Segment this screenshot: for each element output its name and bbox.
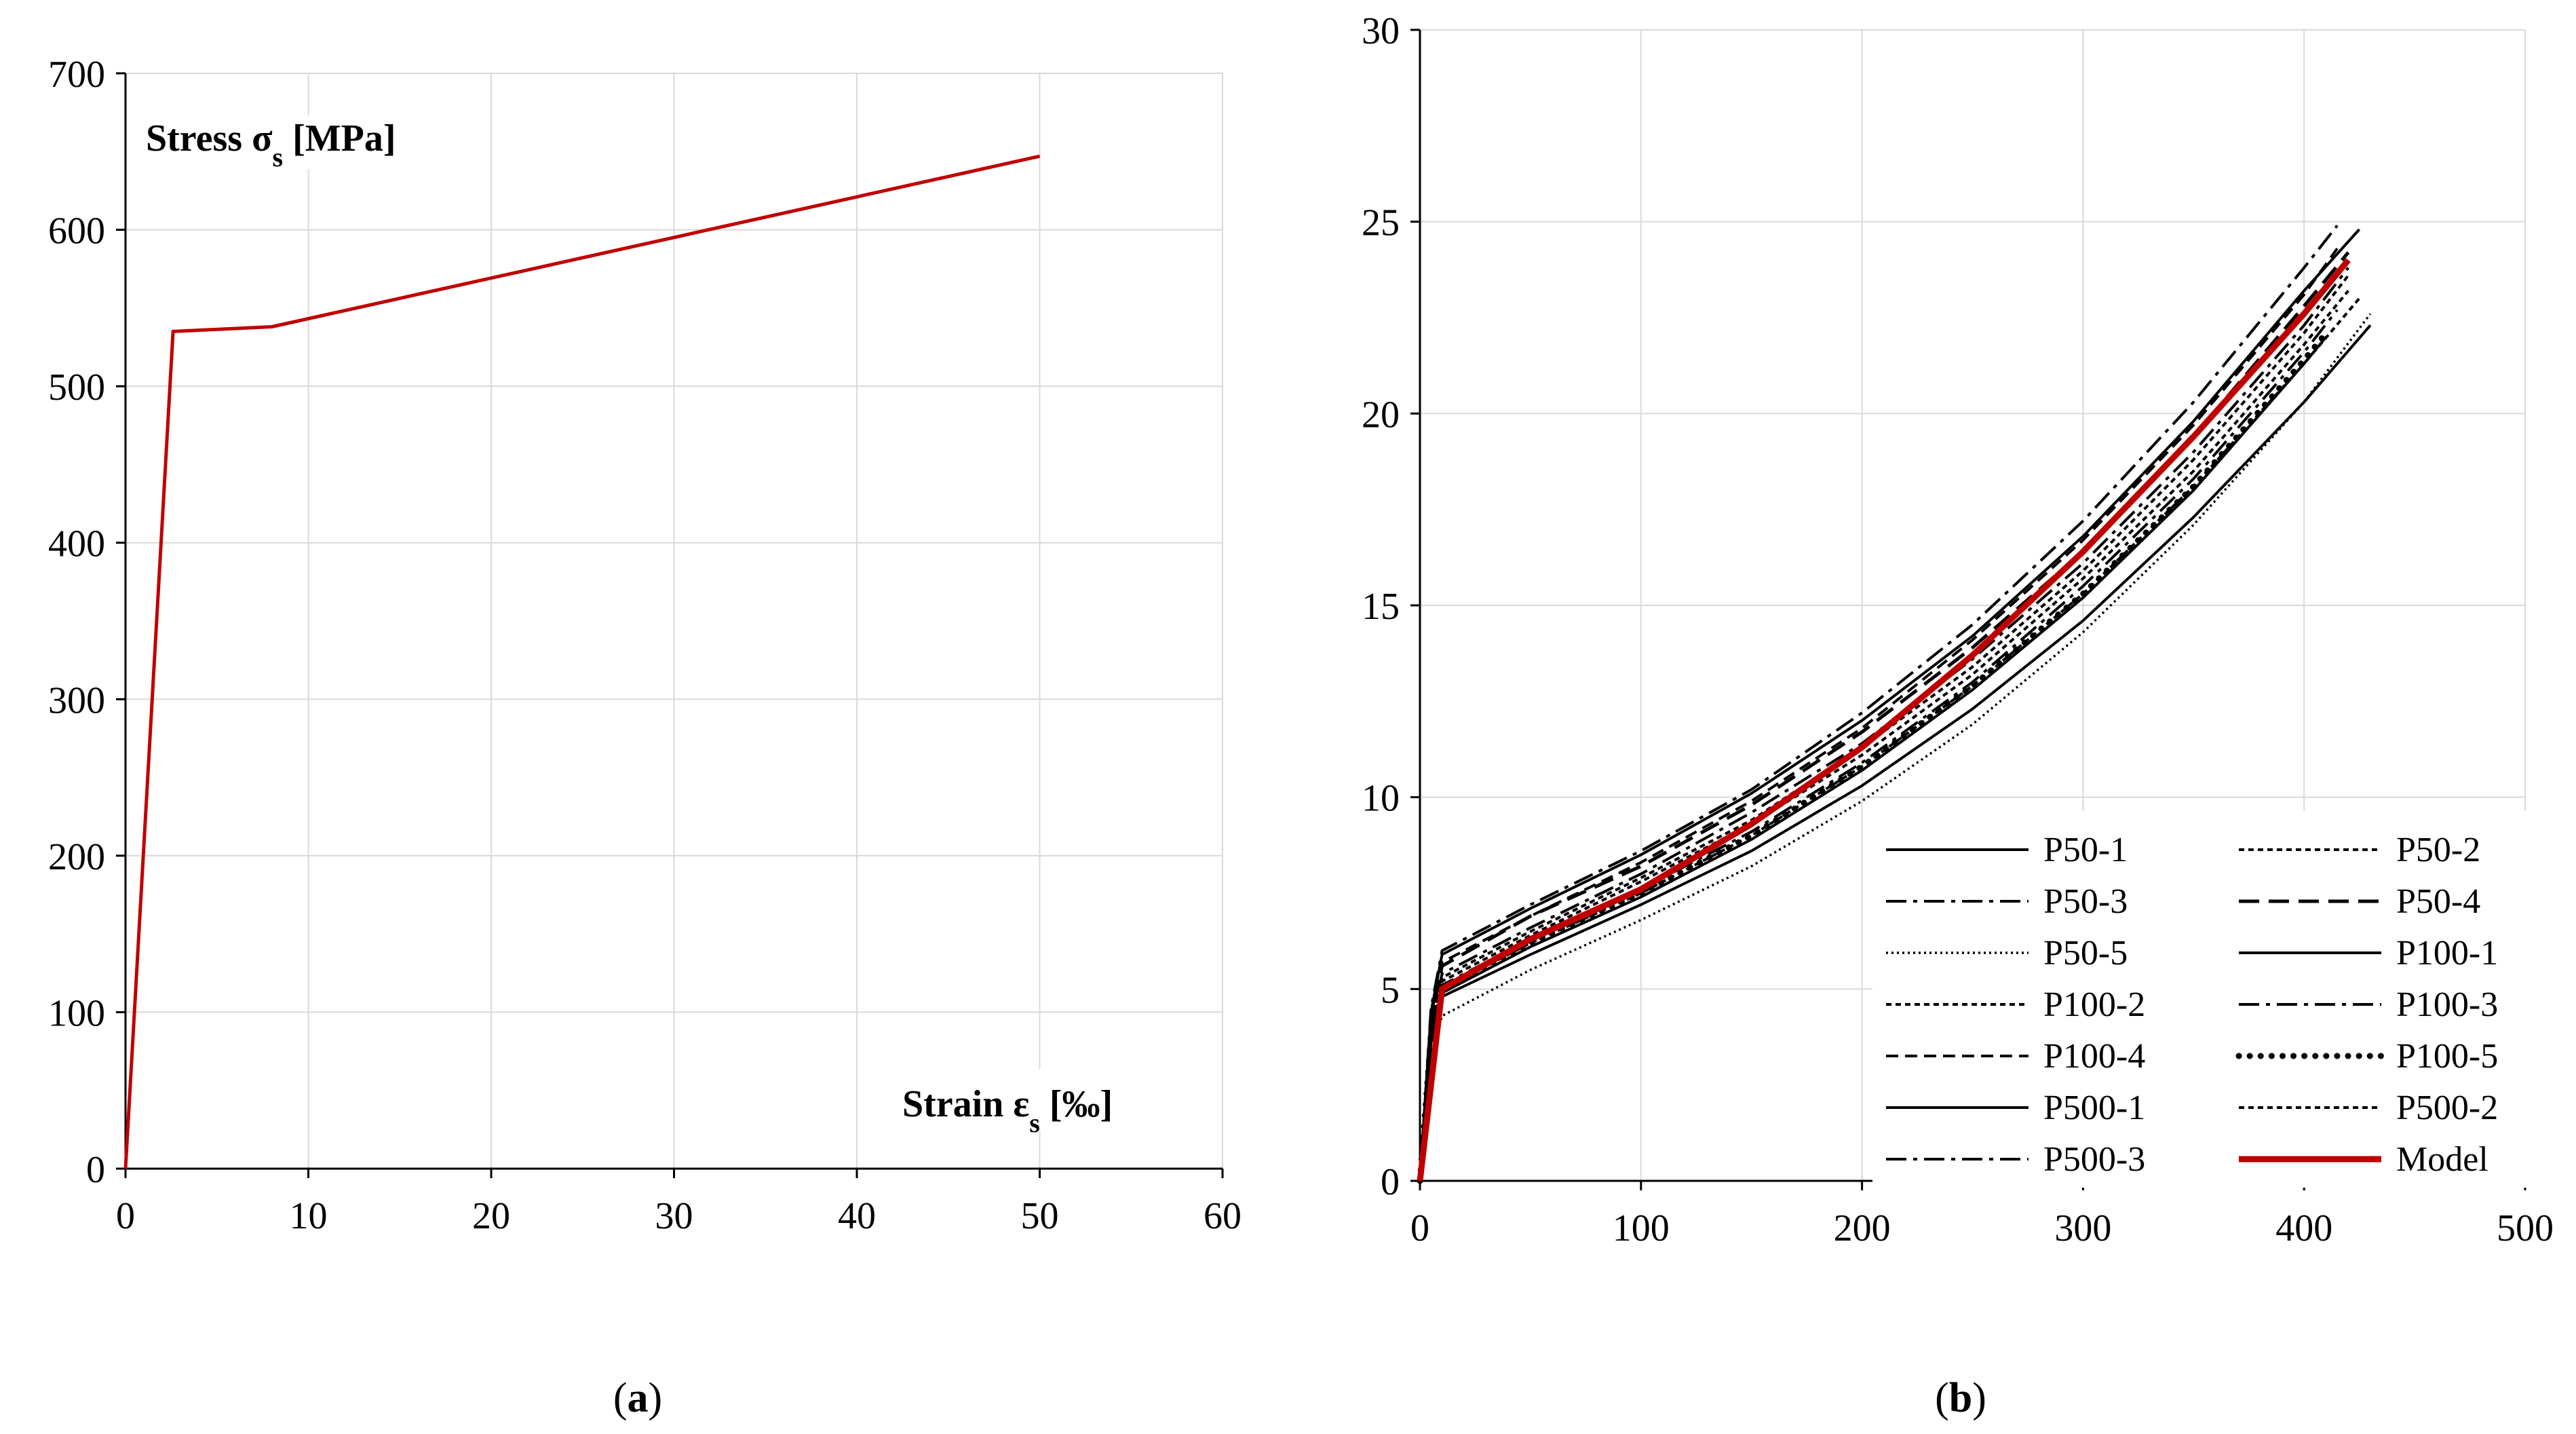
legend-label: P100-3 [2396,985,2498,1024]
legend-label: P100-2 [2043,985,2145,1024]
y-tick-label: 20 [1362,394,1400,436]
chart-a-grid [126,73,1223,1169]
x-tick-label: 300 [2054,1207,2111,1249]
y-tick-label: 30 [1362,10,1400,52]
legend-label: P100-4 [2043,1037,2145,1076]
chart-a-xlabel: Strain εs [‰] [902,1083,1113,1138]
series-line-p50-3 [1419,225,2339,1182]
chart-b-tick-labels: 0 100 200 300 400 500 0 5 10 15 20 25 30 [1362,10,2554,1249]
chart-b-caption: (b) [1935,1375,1986,1421]
chart-a-caption: (a) [613,1375,662,1421]
y-tick-label: 700 [48,54,105,96]
legend-label: P500-2 [2396,1089,2498,1127]
y-tick-label: 400 [48,523,105,565]
x-tick-label: 60 [1204,1195,1242,1237]
chart-a-axes [116,72,1224,1178]
ylabel-background [139,115,458,170]
legend-label: P500-1 [2043,1089,2145,1127]
legend-label: P50-2 [2396,831,2480,869]
y-tick-label: 200 [48,836,105,878]
x-tick-label: 40 [838,1195,876,1237]
y-tick-label: 0 [86,1149,105,1191]
x-tick-label: 10 [290,1195,328,1237]
y-tick-label: 5 [1381,969,1400,1011]
legend-label: P50-3 [2043,882,2128,921]
series-line-p500-3 [1419,267,2349,1182]
x-tick-label: 0 [1410,1207,1429,1249]
chart-a-series [123,154,1041,1169]
y-tick-label: 25 [1362,202,1400,244]
x-tick-label: 0 [116,1195,135,1237]
series-line-model [1417,258,2351,1182]
x-tick-label: 100 [1613,1207,1670,1249]
series-line-p100-4 [1419,248,2339,1182]
legend-label: P50-1 [2043,831,2128,869]
series-line-steel-stress-strain [123,154,1041,1169]
legend-label: P500-3 [2043,1140,2145,1179]
legend-label: P50-4 [2396,882,2480,921]
legend-label: P100-1 [2396,934,2498,973]
y-tick-label: 15 [1362,586,1400,628]
y-tick-label: 300 [48,679,105,721]
y-tick-label: 0 [1381,1161,1400,1203]
x-tick-label: 500 [2497,1207,2554,1249]
x-tick-label: 20 [472,1195,510,1237]
chart-b-legend: P50-1 P50-2 P50-3 P50-4 P50-5 P100-1 P100-2 P10… [1886,831,2498,1179]
y-tick-label: 500 [48,366,105,409]
legend-background [1872,811,2544,1188]
chart-a-ylabel: Stress σs [MPa] [146,117,396,172]
series-line-p100-1 [1419,228,2361,1182]
x-tick-label: 200 [1834,1207,1891,1249]
legend-label: P50-5 [2043,934,2128,973]
x-tick-label: 30 [655,1195,693,1237]
xlabel-background [889,1069,1180,1130]
y-tick-label: 600 [48,210,105,252]
y-tick-label: 10 [1362,778,1400,820]
x-tick-label: 50 [1021,1195,1059,1237]
legend-label: Model [2396,1140,2488,1179]
legend-label: P100-5 [2396,1037,2498,1076]
y-tick-label: 100 [48,992,105,1034]
x-tick-label: 400 [2275,1207,2332,1249]
series-line-p100-3 [1419,309,2339,1182]
chart-b-series [1417,225,2372,1184]
